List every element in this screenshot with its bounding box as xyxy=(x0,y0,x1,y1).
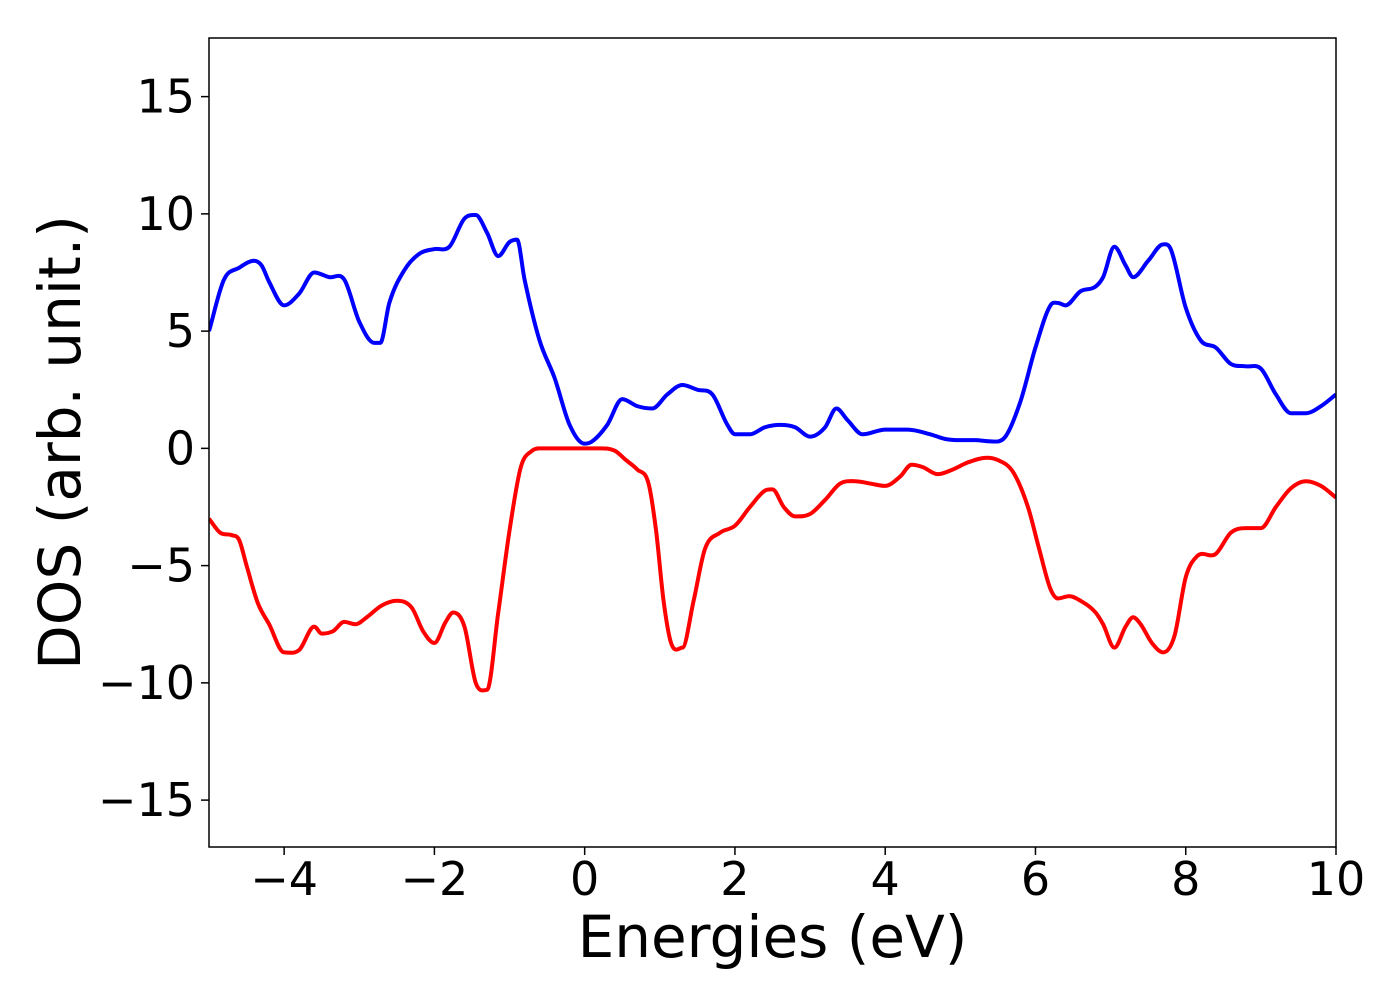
x-axis-label: Energies (eV) xyxy=(578,903,968,971)
series-line-2 xyxy=(209,446,1336,693)
y-tick-label: 0 xyxy=(166,421,195,475)
x-tick-label: 10 xyxy=(1307,852,1366,906)
series-line-1 xyxy=(209,213,1336,446)
y-tick-label: −5 xyxy=(127,539,195,593)
x-tick-label: 0 xyxy=(570,852,599,906)
x-axis-ticks: −4 −2 0 2 4 6 8 10 xyxy=(250,847,1365,906)
y-tick-label: −15 xyxy=(98,773,195,827)
y-axis-label: DOS (arb. unit.) xyxy=(26,215,94,670)
x-tick-label: 8 xyxy=(1171,852,1200,906)
y-tick-label: 15 xyxy=(136,70,195,124)
x-tick-label: 6 xyxy=(1021,852,1050,906)
y-axis-ticks: −15 −10 −5 0 5 10 15 xyxy=(98,70,209,827)
x-tick-label: −2 xyxy=(400,852,468,906)
y-tick-label: −10 xyxy=(98,656,195,710)
y-tick-label: 10 xyxy=(136,187,195,241)
y-tick-label: 5 xyxy=(166,304,195,358)
series-layer xyxy=(209,213,1336,693)
x-tick-label: 2 xyxy=(720,852,749,906)
x-tick-label: 4 xyxy=(871,852,900,906)
plot-frame xyxy=(208,37,1337,848)
x-tick-label: −4 xyxy=(250,852,318,906)
